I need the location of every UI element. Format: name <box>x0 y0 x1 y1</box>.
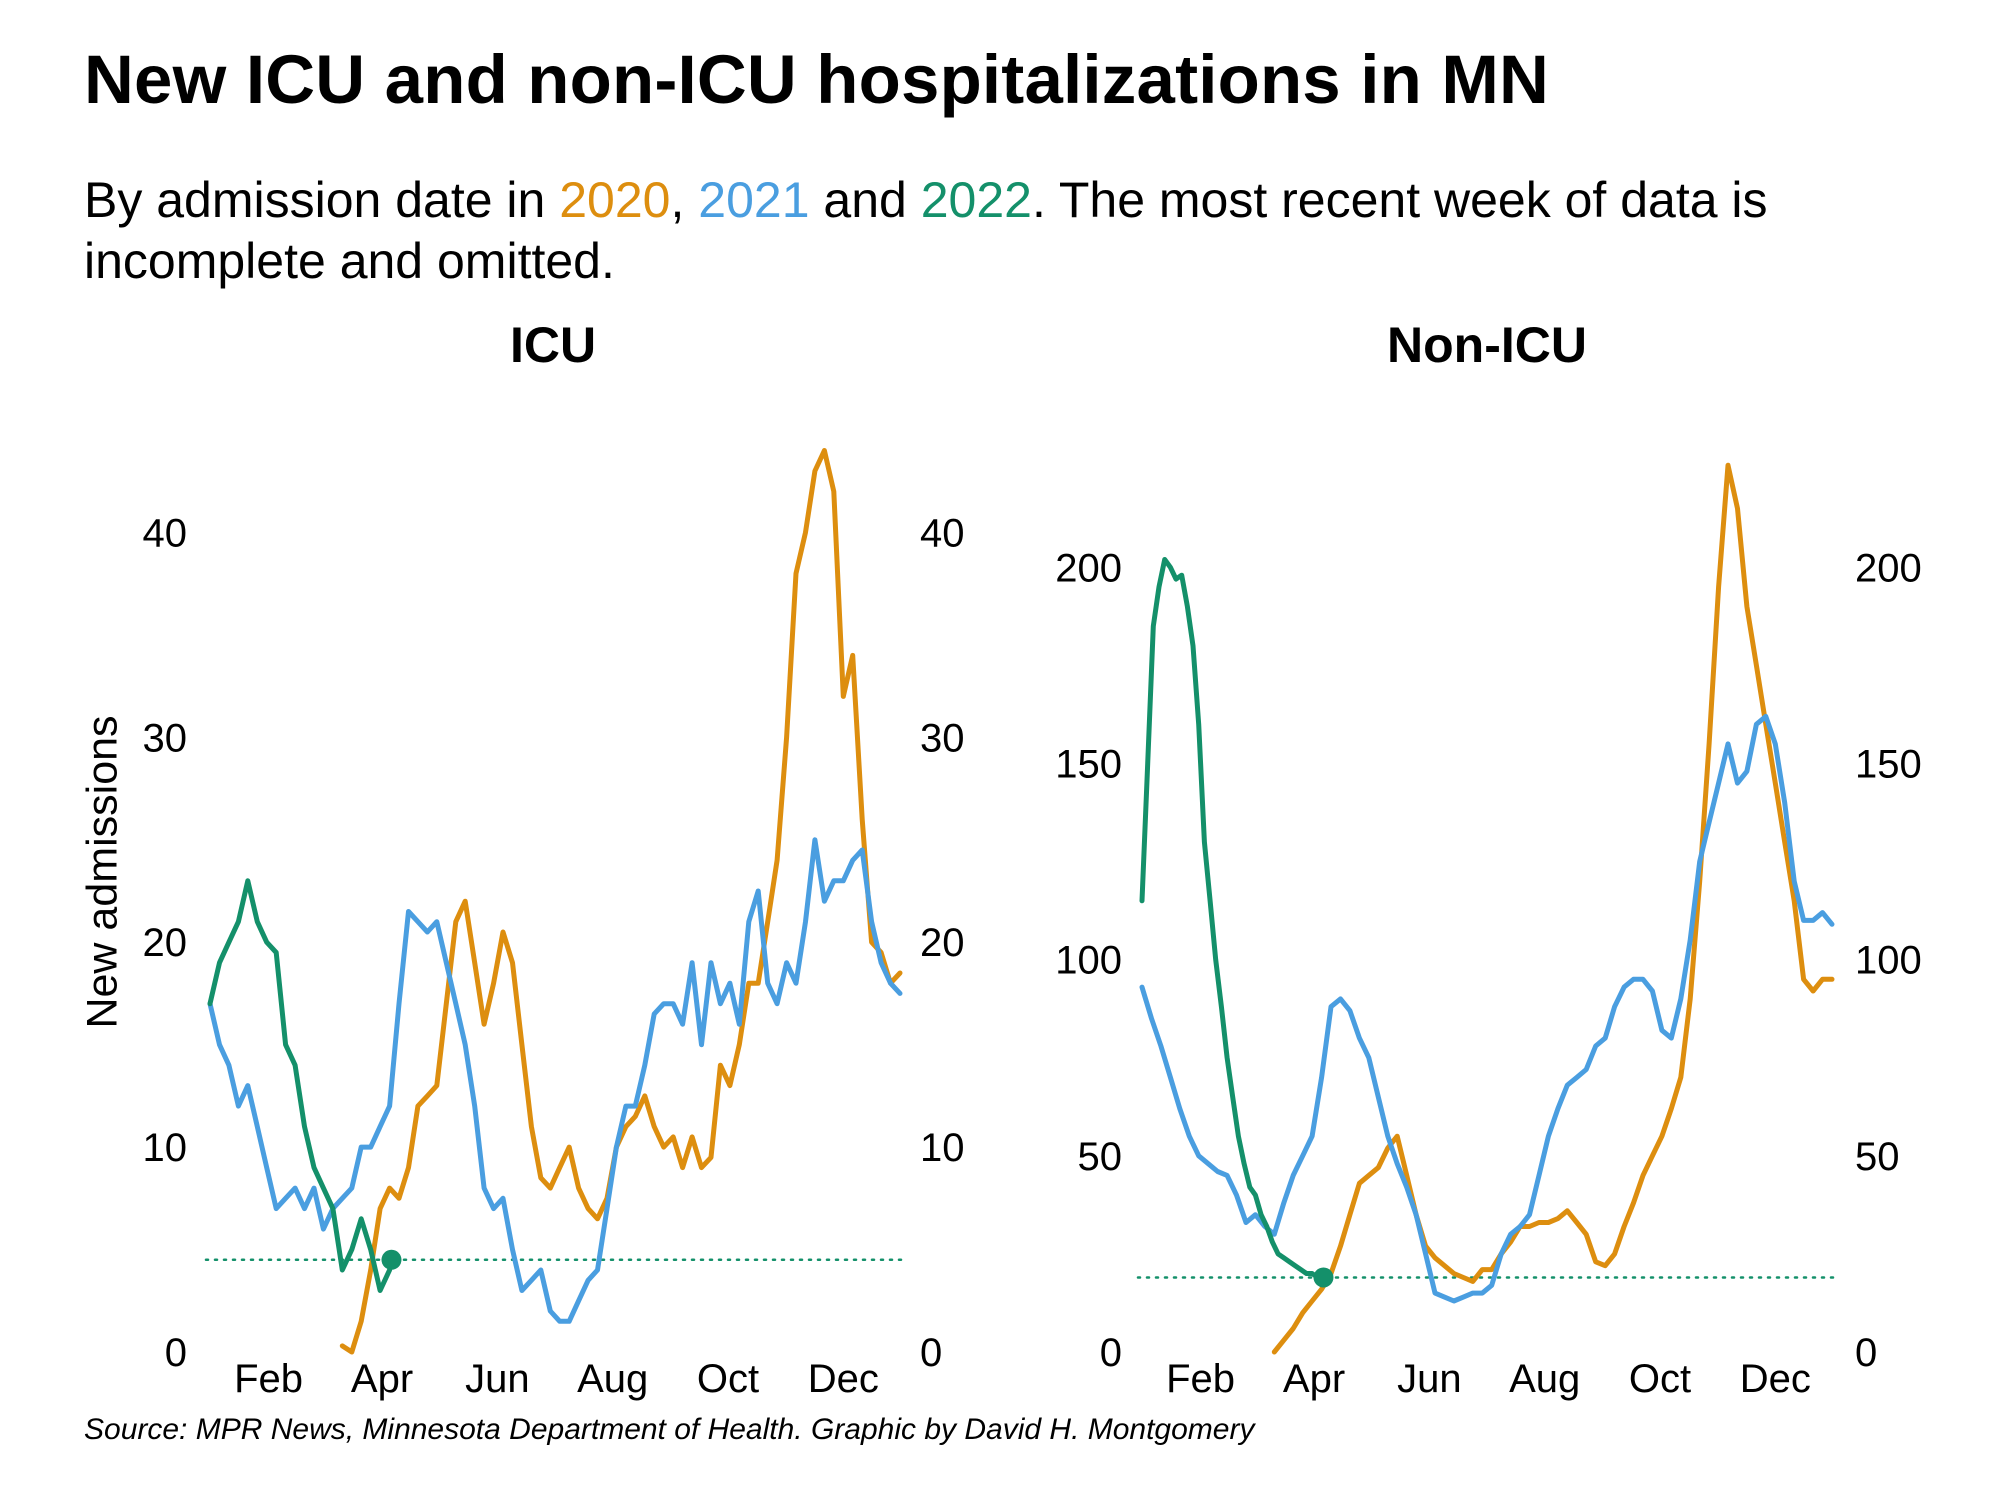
non-icu-x-tick-aug: Aug <box>1509 1357 1580 1401</box>
chart-title: New ICU and non-ICU hospitalizations in … <box>84 41 1550 118</box>
non-icu-y-tick-left: 200 <box>1055 546 1122 590</box>
non-icu-y-tick-right: 100 <box>1855 939 1922 983</box>
panel-title-non-icu: Non-ICU <box>1387 317 1587 373</box>
source-note: Source: MPR News, Minnesota Department o… <box>84 1413 1255 1446</box>
non-icu-x-tick-dec: Dec <box>1740 1357 1811 1401</box>
non-icu-y-tick-right: 0 <box>1855 1331 1877 1375</box>
non-icu-latest-point-2022 <box>1313 1267 1334 1288</box>
non-icu-y-tick-left: 50 <box>1078 1135 1123 1179</box>
legend-2020: 2020 <box>559 172 671 228</box>
icu-x-tick-jun: Jun <box>465 1357 530 1401</box>
non-icu-y-tick-left: 100 <box>1055 939 1122 983</box>
non-icu-y-tick-left: 0 <box>1100 1331 1122 1375</box>
legend-2022: 2022 <box>920 172 1032 228</box>
icu-y-tick-right: 0 <box>920 1331 942 1375</box>
non-icu-line-2020 <box>1271 462 1835 1355</box>
panel-title-icu: ICU <box>509 317 597 373</box>
chart-panel-icu: 0 0 10 10 20 20 30 30 40 40 Feb Apr Jun Aug Oct Dec <box>143 448 965 1401</box>
non-icu-y-tick-left: 150 <box>1055 742 1122 786</box>
icu-line-2021 <box>207 837 903 1324</box>
icu-y-tick-left: 20 <box>143 921 188 965</box>
non-icu-x-tick-oct: Oct <box>1629 1357 1691 1401</box>
icu-x-tick-oct: Oct <box>697 1357 759 1401</box>
icu-x-tick-aug: Aug <box>577 1357 648 1401</box>
icu-x-tick-feb: Feb <box>234 1357 303 1401</box>
chart-subtitle: By admission date in 2020, 2021 and 2022… <box>84 170 1924 292</box>
icu-y-tick-left: 30 <box>143 716 188 760</box>
legend-2021: 2021 <box>698 172 810 228</box>
icu-y-tick-right: 10 <box>920 1126 965 1170</box>
non-icu-line-2022 <box>1139 557 1326 1280</box>
icu-x-tick-dec: Dec <box>808 1357 879 1401</box>
icu-x-tick-apr: Apr <box>351 1357 413 1401</box>
icu-y-tick-left: 40 <box>143 511 188 555</box>
non-icu-line-2021 <box>1139 713 1835 1304</box>
non-icu-x-tick-jun: Jun <box>1397 1357 1462 1401</box>
subtitle-suffix: . The most recent week of data is incomp… <box>84 172 1768 289</box>
icu-line-2020 <box>339 448 903 1355</box>
chart-panel-non-icu: 0 0 50 50 100 100 150 150 200 200 Feb Apr Jun Aug Oct D… <box>1055 462 1922 1401</box>
icu-line-2022 <box>207 878 394 1293</box>
icu-latest-point-2022 <box>381 1249 402 1270</box>
subtitle-separator-1: , <box>670 172 699 228</box>
icu-y-tick-right: 40 <box>920 511 965 555</box>
subtitle-prefix: By admission date in <box>84 172 560 228</box>
non-icu-y-tick-right: 200 <box>1855 546 1922 590</box>
non-icu-x-tick-apr: Apr <box>1283 1357 1345 1401</box>
subtitle-separator-2: and <box>809 172 921 228</box>
non-icu-y-tick-right: 50 <box>1855 1135 1900 1179</box>
icu-y-tick-right: 20 <box>920 921 965 965</box>
non-icu-y-tick-right: 150 <box>1855 742 1922 786</box>
icu-y-tick-left: 10 <box>143 1126 188 1170</box>
icu-y-tick-right: 30 <box>920 716 965 760</box>
non-icu-x-tick-feb: Feb <box>1166 1357 1235 1401</box>
icu-y-tick-left: 0 <box>165 1331 187 1375</box>
